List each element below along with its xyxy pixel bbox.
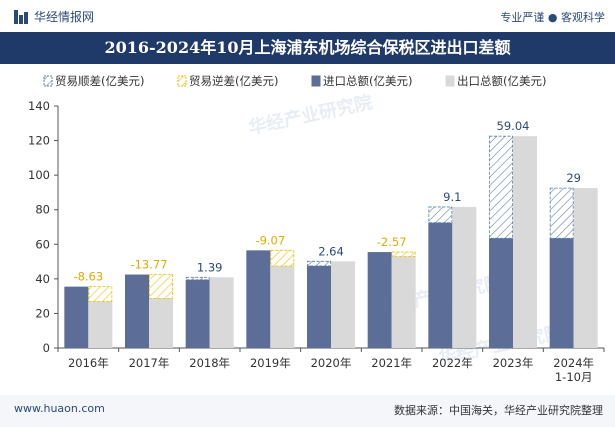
- chart-title: 2016-2024年10月上海浦东机场综合保税区进出口差额: [0, 32, 615, 64]
- y-tick-label: 80: [35, 203, 50, 217]
- x-tick-label: 2018年: [189, 356, 230, 370]
- legend-swatch: [311, 75, 321, 87]
- balance-label: -2.57: [377, 235, 407, 249]
- brand-name: 华经情报网: [34, 10, 95, 24]
- bar-export: [331, 261, 355, 348]
- legend-label: 贸易顺差(亿美元): [55, 74, 144, 88]
- y-tick-label: 60: [35, 237, 50, 251]
- bar-surplus: [549, 187, 574, 239]
- bar-import: [64, 286, 89, 348]
- balance-label: -8.63: [73, 270, 103, 284]
- x-tick-label: 2021年: [371, 356, 412, 370]
- bar-import: [125, 274, 149, 348]
- legend-swatch: [43, 75, 53, 87]
- x-tick-label: 1-10月: [555, 370, 593, 384]
- y-tick-label: 20: [35, 306, 50, 320]
- balance-label: -13.77: [130, 258, 167, 272]
- balance-label: 9.1: [443, 190, 461, 204]
- bar-surplus: [307, 260, 331, 267]
- bar-export: [209, 277, 234, 348]
- bar-deficit: [149, 274, 173, 299]
- bar-export: [573, 188, 598, 348]
- data-labels: -8.63 -13.77 1.39 -9.07 2.64 -2.57 9.1 59.04 29: [73, 119, 581, 283]
- x-tick-label: 2022年: [432, 356, 473, 370]
- bars: [64, 135, 598, 348]
- bar-import: [549, 238, 574, 348]
- balance-label: 29: [566, 171, 581, 185]
- bar-surplus: [185, 276, 210, 281]
- bar-export: [88, 301, 113, 348]
- balance-label: 59.04: [497, 119, 530, 133]
- y-tick-label: 120: [28, 134, 50, 148]
- bar-export: [452, 206, 477, 348]
- bar-deficit: [88, 286, 113, 302]
- y-tick-label: 40: [35, 272, 50, 286]
- bar-export: [270, 266, 295, 348]
- legend: 贸易顺差(亿美元) 贸易逆差(亿美元) 进口总额(亿美元) 出口总额(亿美元): [43, 74, 546, 88]
- x-tick-label: 2024年: [553, 356, 594, 370]
- site-link[interactable]: www.huaon.com: [14, 402, 105, 415]
- brand[interactable]: 华经情报网: [14, 8, 94, 25]
- legend-swatch: [177, 75, 187, 87]
- tagline: 专业严谨 ● 客观科学: [500, 11, 605, 24]
- data-source: 数据来源：中国海关，华经产业研究院整理: [394, 404, 603, 417]
- chart-svg: 华经产业研究院华经产业研究院华经产业研究院 贸易顺差(亿美元)贸易逆差(亿美元)…: [28, 74, 605, 384]
- balance-label: -9.07: [255, 233, 285, 247]
- bar-import: [246, 250, 271, 348]
- x-tick-label: 2020年: [311, 356, 352, 370]
- bar-deficit: [391, 251, 416, 257]
- x-tick-label: 2017年: [129, 356, 170, 370]
- bar-import: [428, 222, 453, 348]
- x-tick-label: 2023年: [493, 356, 534, 370]
- x-tick-label: 2019年: [250, 356, 291, 370]
- balance-label: 2.64: [318, 244, 344, 258]
- y-tick-label: 100: [28, 168, 50, 182]
- balance-label: 1.39: [197, 260, 223, 274]
- bar-import: [489, 238, 513, 348]
- watermark-text: 华经产业研究院: [246, 91, 374, 139]
- brand-logo-icon: [14, 9, 28, 24]
- y-tick-label: 0: [43, 341, 50, 355]
- bar-import: [307, 265, 331, 348]
- bar-surplus: [489, 135, 513, 239]
- bar-deficit: [270, 249, 295, 267]
- legend-label: 进口总额(亿美元): [323, 74, 412, 88]
- chart-area: 华经产业研究院华经产业研究院华经产业研究院 贸易顺差(亿美元)贸易逆差(亿美元)…: [0, 64, 615, 395]
- legend-swatch: [445, 75, 455, 87]
- x-tick-label: 2016年: [68, 356, 109, 370]
- y-tick-label: 140: [28, 99, 50, 113]
- top-bar: 华经情报网 专业严谨 ● 客观科学: [0, 0, 615, 32]
- bar-export: [513, 136, 537, 348]
- bar-import: [367, 252, 392, 348]
- legend-label: 出口总额(亿美元): [457, 74, 546, 88]
- legend-label: 贸易逆差(亿美元): [189, 74, 278, 88]
- footer: www.huaon.com 数据来源：中国海关，华经产业研究院整理: [0, 395, 615, 427]
- bar-import: [185, 279, 210, 348]
- bar-export: [149, 298, 173, 348]
- bar-export: [391, 256, 416, 348]
- bar-surplus: [428, 206, 453, 224]
